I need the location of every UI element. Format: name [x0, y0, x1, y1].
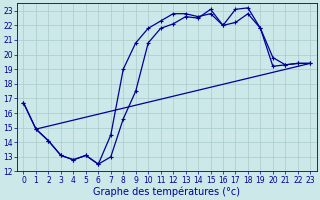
X-axis label: Graphe des températures (°c): Graphe des températures (°c): [93, 186, 240, 197]
